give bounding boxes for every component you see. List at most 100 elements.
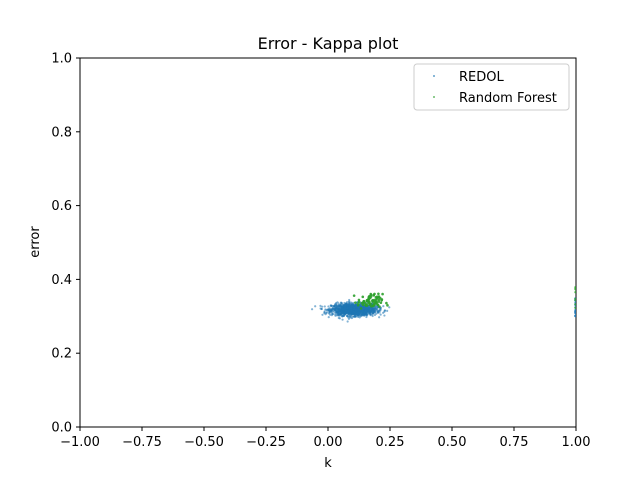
data-point-random-forest <box>574 298 576 302</box>
data-point-redol <box>336 301 339 304</box>
data-point-redol <box>355 305 358 308</box>
x-tick-label: −0.75 <box>122 435 162 450</box>
data-point-redol <box>357 307 360 311</box>
data-point-random-forest <box>354 301 357 304</box>
data-point-redol <box>352 310 355 313</box>
data-points-layer <box>310 286 576 323</box>
x-tick-label: 0.25 <box>376 435 405 450</box>
data-point-redol <box>340 314 343 318</box>
data-point-redol <box>383 314 386 317</box>
plot-area: −1.00 −0.75 −0.50 −0.25 0.00 0.25 0.50 0.75 1.00… <box>51 52 590 451</box>
data-point-redol <box>344 309 348 312</box>
x-tick-label: −0.50 <box>184 435 224 450</box>
data-point-random-forest <box>574 287 576 290</box>
data-point-redol <box>345 314 349 317</box>
data-point-redol <box>377 310 380 313</box>
data-point-redol <box>336 311 339 314</box>
data-point-random-forest <box>367 296 371 299</box>
data-point-redol <box>334 313 337 316</box>
data-point-redol <box>353 306 356 309</box>
data-point-random-forest <box>381 292 384 296</box>
data-point-redol <box>574 310 576 314</box>
y-tick-label: 0.8 <box>51 125 72 140</box>
data-point-redol <box>350 309 353 312</box>
data-point-redol <box>383 310 386 313</box>
data-point-redol <box>350 301 353 304</box>
data-point-random-forest <box>386 304 389 307</box>
data-point-redol <box>373 313 377 317</box>
data-point-redol <box>335 303 338 306</box>
data-point-redol <box>341 310 344 313</box>
data-point-redol <box>324 308 327 311</box>
data-point-random-forest <box>377 292 380 296</box>
data-point-redol <box>339 303 342 306</box>
data-point-random-forest <box>373 298 376 302</box>
data-point-redol <box>343 308 346 311</box>
data-point-random-forest <box>574 306 576 310</box>
data-point-random-forest <box>369 295 373 298</box>
data-point-redol <box>347 300 350 304</box>
data-point-random-forest <box>357 302 360 305</box>
data-point-redol <box>373 310 376 313</box>
data-point-redol <box>348 311 352 314</box>
data-point-random-forest <box>369 292 373 296</box>
data-point-redol <box>365 307 368 310</box>
data-point-redol <box>330 304 333 308</box>
data-point-redol <box>329 313 332 316</box>
legend: REDOL Random Forest <box>413 63 570 111</box>
data-point-redol <box>325 311 328 314</box>
data-point-redol <box>338 308 341 311</box>
y-tick-label: 0.4 <box>51 273 72 288</box>
x-tick-label: 1.00 <box>562 435 591 450</box>
data-point-random-forest <box>385 301 388 305</box>
data-point-redol <box>319 304 322 307</box>
data-point-redol <box>347 316 350 319</box>
data-point-redol <box>375 308 379 311</box>
data-point-random-forest <box>376 296 379 300</box>
data-point-random-forest <box>359 307 363 310</box>
data-point-redol <box>333 305 336 308</box>
data-point-redol <box>354 308 357 311</box>
data-point-redol <box>386 309 389 312</box>
data-point-redol <box>388 306 391 309</box>
data-point-random-forest <box>352 294 356 297</box>
x-tick-label: 0.00 <box>314 435 343 450</box>
data-point-redol <box>330 312 333 315</box>
data-point-redol <box>379 307 382 310</box>
data-point-redol <box>382 305 385 308</box>
data-point-redol <box>361 312 364 316</box>
data-point-redol <box>321 305 324 308</box>
data-point-redol <box>371 306 374 310</box>
data-point-redol <box>335 314 338 317</box>
x-tick-label: −1.00 <box>60 435 100 450</box>
data-point-redol <box>337 304 340 307</box>
y-axis: 0.0 0.2 0.4 0.6 0.8 1.0 <box>51 52 80 436</box>
data-point-redol <box>338 317 341 320</box>
data-point-redol <box>368 309 371 312</box>
data-point-redol <box>350 305 353 308</box>
data-point-random-forest <box>574 291 576 294</box>
data-point-redol <box>356 314 360 317</box>
data-point-redol <box>350 307 353 310</box>
data-point-random-forest <box>376 303 379 306</box>
data-point-redol <box>348 298 351 302</box>
data-point-random-forest <box>372 294 375 297</box>
data-point-redol <box>361 309 364 313</box>
legend-marker-random-forest <box>433 96 435 98</box>
x-axis-title: k <box>324 456 332 471</box>
data-point-random-forest <box>380 298 384 301</box>
data-point-random-forest <box>372 304 375 308</box>
data-point-redol <box>338 312 341 316</box>
y-tick-label: 0.0 <box>51 421 72 436</box>
data-point-redol <box>354 315 357 318</box>
data-point-redol <box>348 305 351 308</box>
data-point-redol <box>379 313 382 316</box>
data-point-random-forest <box>365 304 369 307</box>
data-point-redol <box>326 308 329 311</box>
chart-title: Error - Kappa plot <box>258 34 399 53</box>
x-tick-label: 0.75 <box>500 435 529 450</box>
data-point-redol <box>334 307 338 311</box>
data-point-redol <box>319 307 322 310</box>
x-axis: −1.00 −0.75 −0.50 −0.25 0.00 0.25 0.50 0.75 1.00 <box>60 427 590 450</box>
data-point-redol <box>374 307 377 310</box>
